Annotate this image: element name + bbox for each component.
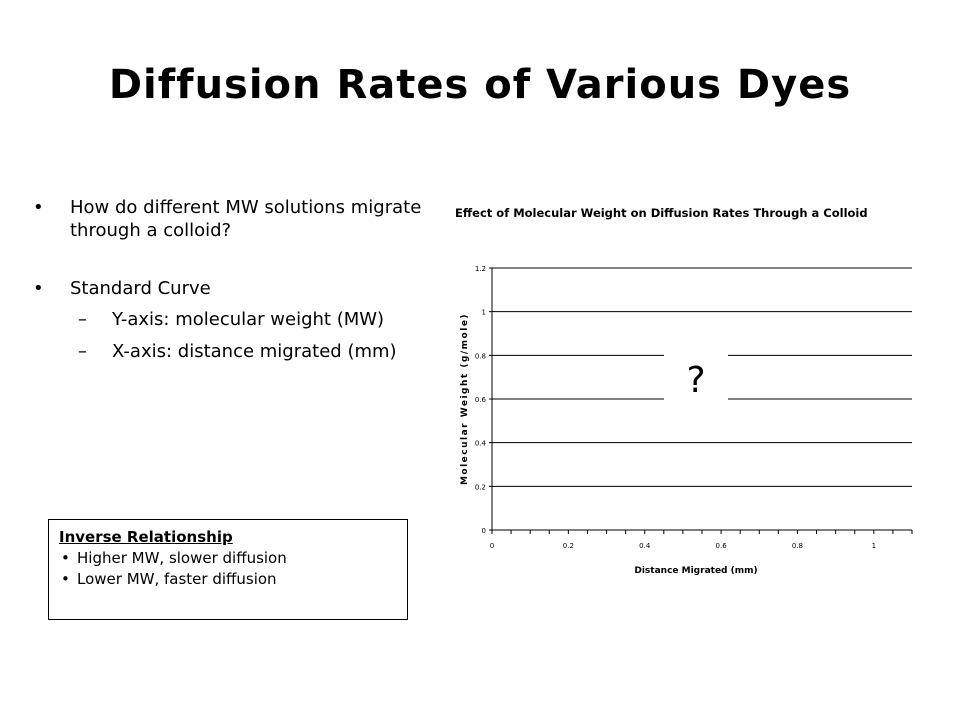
bullet-dot: •	[33, 197, 44, 218]
sub-bullet-y-axis: – Y-axis: molecular weight (MW)	[30, 308, 430, 331]
bullet-text: Standard Curve	[70, 277, 211, 299]
y-tick-label: 1	[482, 309, 486, 317]
x-tick-label: 0	[490, 542, 494, 550]
y-tick-label: 1.2	[475, 265, 486, 273]
sub-bullet-dash: –	[78, 309, 87, 331]
x-tick-label: 0.6	[716, 542, 728, 550]
y-tick-label: 0.4	[475, 440, 487, 448]
bullet-list: • How do different MW solutions migrate …	[30, 196, 430, 363]
sub-bullet-dash: –	[78, 340, 87, 362]
sub-bullet-list: – Y-axis: molecular weight (MW) – X-axis…	[30, 308, 430, 363]
bullet-standard-curve: • Standard Curve	[30, 277, 430, 300]
y-tick-label: 0.6	[475, 396, 487, 404]
bullet-text: How do different MW solutions migrate th…	[70, 197, 422, 242]
x-axis-label: Distance Migrated (mm)	[634, 566, 757, 576]
bullet-dot: •	[61, 549, 70, 567]
sub-bullet-x-axis: – X-axis: distance migrated (mm)	[30, 340, 430, 363]
bullet-question: • How do different MW solutions migrate …	[30, 196, 430, 243]
x-tick-label: 0.4	[639, 542, 651, 550]
y-tick-label: 0	[482, 527, 486, 535]
sub-bullet-text: X-axis: distance migrated (mm)	[112, 340, 397, 362]
inverse-item-lower: • Lower MW, faster diffusion	[59, 569, 397, 590]
inverse-item-text: Higher MW, slower diffusion	[77, 549, 287, 567]
inverse-item-higher: • Higher MW, slower diffusion	[59, 548, 397, 569]
y-axis-label: Molecular Weight (g/mole)	[460, 313, 470, 485]
x-tick-label: 1	[872, 542, 876, 550]
inverse-relationship-box: Inverse Relationship • Higher MW, slower…	[48, 519, 408, 620]
x-tick-label: 0.2	[563, 542, 574, 550]
bullet-dot: •	[61, 570, 70, 588]
question-mark-placeholder: ?	[664, 350, 728, 412]
x-tick-label: 0.8	[792, 542, 803, 550]
inverse-box-title: Inverse Relationship	[59, 528, 233, 546]
chart-title: Effect of Molecular Weight on Diffusion …	[455, 206, 868, 220]
slide-title: Diffusion Rates of Various Dyes	[108, 62, 852, 108]
sub-bullet-text: Y-axis: molecular weight (MW)	[112, 309, 385, 331]
bullet-dot: •	[33, 277, 44, 299]
inverse-item-text: Lower MW, faster diffusion	[77, 570, 277, 588]
y-tick-label: 0.8	[475, 352, 486, 360]
y-tick-label: 0.2	[475, 483, 486, 491]
chart-plot: 0 0.2 0.4 0.6 0.8 1 1.2 0 0.2 0.4 0.6 0.8 1 Distance …	[460, 265, 913, 576]
